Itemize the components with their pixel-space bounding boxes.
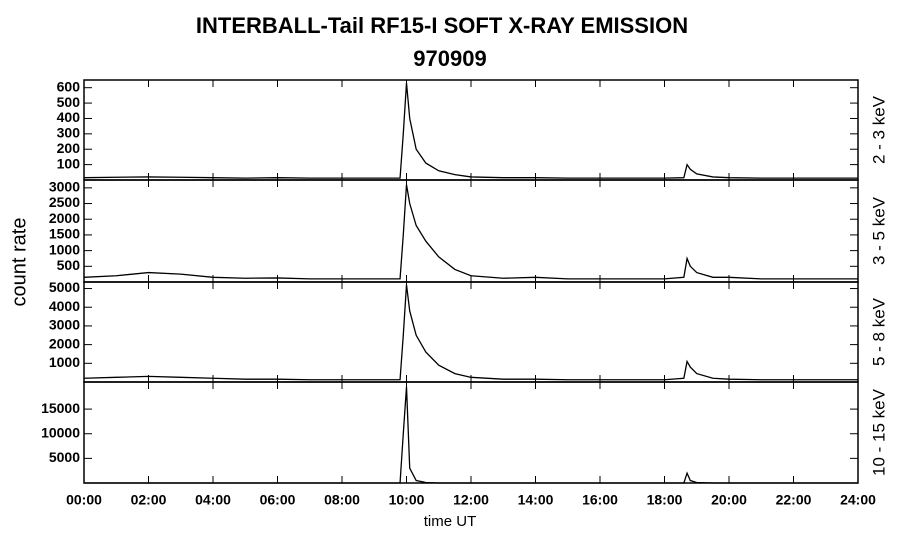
y-tick-label: 500 <box>57 94 81 110</box>
x-tick-label: 10:00 <box>389 492 425 508</box>
y-tick-label: 1500 <box>49 226 80 242</box>
y-tick-label: 5000 <box>49 449 80 465</box>
x-tick-label: 18:00 <box>647 492 683 508</box>
y-tick-label: 300 <box>57 125 81 141</box>
y-tick-label: 15000 <box>41 400 80 416</box>
y-tick-label: 1000 <box>49 354 80 370</box>
x-tick-label: 14:00 <box>518 492 554 508</box>
panel-frame <box>83 381 859 484</box>
chart-subtitle: 970909 <box>413 46 486 71</box>
data-line <box>83 83 858 179</box>
y-tick-label: 100 <box>57 155 81 171</box>
y-tick-label: 4000 <box>49 298 80 314</box>
y-tick-label: 5000 <box>49 279 80 295</box>
y-tick-label: 2000 <box>49 335 80 351</box>
y-tick-label: 10000 <box>41 424 80 440</box>
panel-frame <box>83 179 859 283</box>
data-line <box>83 184 858 280</box>
x-tick-label: 24:00 <box>840 492 876 508</box>
panel-frame <box>83 79 859 181</box>
y-tick-label: 3000 <box>49 317 80 333</box>
x-tick-label: 16:00 <box>582 492 618 508</box>
x-tick-label: 00:00 <box>66 492 102 508</box>
y-tick-label: 1000 <box>49 241 80 257</box>
y-tick-label: 200 <box>57 140 81 156</box>
panel-label: 5 - 8 keV <box>869 297 888 366</box>
y-tick-label: 500 <box>57 257 81 273</box>
x-tick-label: 04:00 <box>195 492 231 508</box>
panel-frame <box>83 281 859 383</box>
x-axis-label: time UT <box>424 513 477 530</box>
panel-label: 2 - 3 keV <box>869 95 888 164</box>
y-axis-label: count rate <box>8 218 30 307</box>
x-tick-label: 20:00 <box>711 492 747 508</box>
x-tick-label: 06:00 <box>260 492 296 508</box>
y-tick-label: 600 <box>57 78 81 94</box>
y-tick-label: 2500 <box>49 194 80 210</box>
x-tick-label: 22:00 <box>776 492 812 508</box>
data-line <box>84 386 858 484</box>
y-tick-label: 2000 <box>49 210 80 226</box>
panel-label: 3 - 5 keV <box>869 196 888 265</box>
data-line <box>83 284 858 381</box>
chart-title: INTERBALL-Tail RF15-I SOFT X-RAY EMISSIO… <box>196 13 688 38</box>
x-tick-label: 12:00 <box>453 492 489 508</box>
panel-label: 10 - 15 keV <box>869 388 888 476</box>
x-tick-label: 02:00 <box>131 492 167 508</box>
y-tick-label: 3000 <box>49 179 80 195</box>
x-tick-label: 08:00 <box>324 492 360 508</box>
y-tick-label: 400 <box>57 109 81 125</box>
